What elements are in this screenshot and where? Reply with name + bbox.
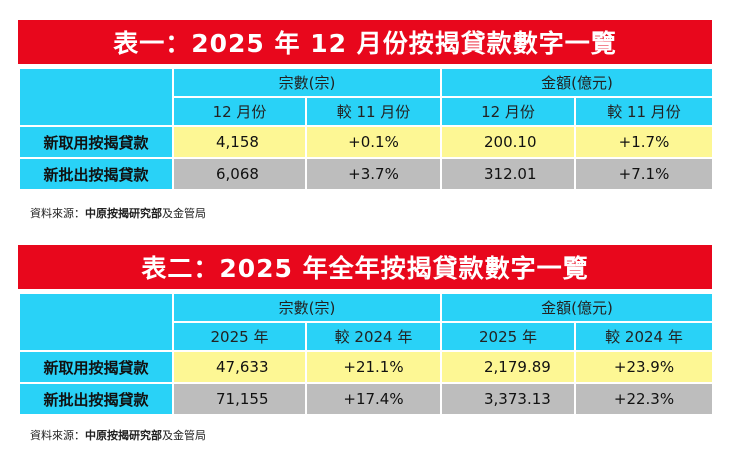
row-label: 新取用按揭貸款 (18, 125, 174, 159)
cell-count-change: +17.4% (305, 382, 442, 416)
cell-count-change: +3.7% (305, 157, 442, 191)
cell-amount: 3,373.13 (440, 382, 576, 416)
source-org: 中原按揭研究部 (85, 207, 162, 220)
table-row: 新取用按揭貸款 4,158 +0.1% 200.10 +1.7% (18, 125, 714, 159)
column-header: 較 2024 年 (574, 321, 714, 352)
corner-cell (18, 67, 174, 127)
column-header: 12 月份 (440, 96, 576, 127)
row-label: 新取用按揭貸款 (18, 350, 174, 384)
source-suffix: 及金管局 (162, 429, 206, 442)
cell-amount-change: +23.9% (574, 350, 714, 384)
source-note-2: 資料來源：中原按揭研究部及金管局 (30, 427, 206, 443)
source-prefix: 資料來源： (30, 429, 85, 442)
table-row: 新批出按揭貸款 6,068 +3.7% 312.01 +7.1% (18, 157, 714, 191)
source-suffix: 及金管局 (162, 207, 206, 220)
cell-amount: 312.01 (440, 157, 576, 191)
source-note-1: 資料來源：中原按揭研究部及金管局 (30, 205, 206, 221)
cell-count-change: +21.1% (305, 350, 442, 384)
cell-count: 71,155 (172, 382, 307, 416)
table-row: 新取用按揭貸款 47,633 +21.1% 2,179.89 +23.9% (18, 350, 714, 384)
cell-amount-change: +1.7% (574, 125, 714, 159)
row-label: 新批出按揭貸款 (18, 382, 174, 416)
table-1: 表一：2025 年 12 月份按揭貸款數字一覽 宗數(宗) 金額(億元) 12 … (18, 20, 714, 191)
cell-count-change: +0.1% (305, 125, 442, 159)
cell-count: 4,158 (172, 125, 307, 159)
cell-amount-change: +22.3% (574, 382, 714, 416)
group-header-count: 宗數(宗) (172, 67, 442, 98)
group-header-count: 宗數(宗) (172, 292, 442, 323)
table-2: 表二：2025 年全年按揭貸款數字一覽 宗數(宗) 金額(億元) 2025 年 … (18, 245, 714, 416)
column-header: 較 2024 年 (305, 321, 442, 352)
source-org: 中原按揭研究部 (85, 429, 162, 442)
source-prefix: 資料來源： (30, 207, 85, 220)
cell-count: 47,633 (172, 350, 307, 384)
column-header: 2025 年 (440, 321, 576, 352)
column-header: 較 11 月份 (574, 96, 714, 127)
column-header: 較 11 月份 (305, 96, 442, 127)
corner-cell (18, 292, 174, 352)
cell-amount: 2,179.89 (440, 350, 576, 384)
cell-amount: 200.10 (440, 125, 576, 159)
table-2-grid: 宗數(宗) 金額(億元) 2025 年 較 2024 年 2025 年 較 20… (18, 292, 714, 416)
table-1-title: 表一：2025 年 12 月份按揭貸款數字一覽 (18, 20, 712, 64)
table-1-grid: 宗數(宗) 金額(億元) 12 月份 較 11 月份 12 月份 較 11 月份… (18, 67, 714, 191)
group-header-amount: 金額(億元) (440, 292, 714, 323)
table-2-title: 表二：2025 年全年按揭貸款數字一覽 (18, 245, 712, 289)
group-header-amount: 金額(億元) (440, 67, 714, 98)
cell-count: 6,068 (172, 157, 307, 191)
column-header: 2025 年 (172, 321, 307, 352)
table-row: 新批出按揭貸款 71,155 +17.4% 3,373.13 +22.3% (18, 382, 714, 416)
row-label: 新批出按揭貸款 (18, 157, 174, 191)
column-header: 12 月份 (172, 96, 307, 127)
cell-amount-change: +7.1% (574, 157, 714, 191)
